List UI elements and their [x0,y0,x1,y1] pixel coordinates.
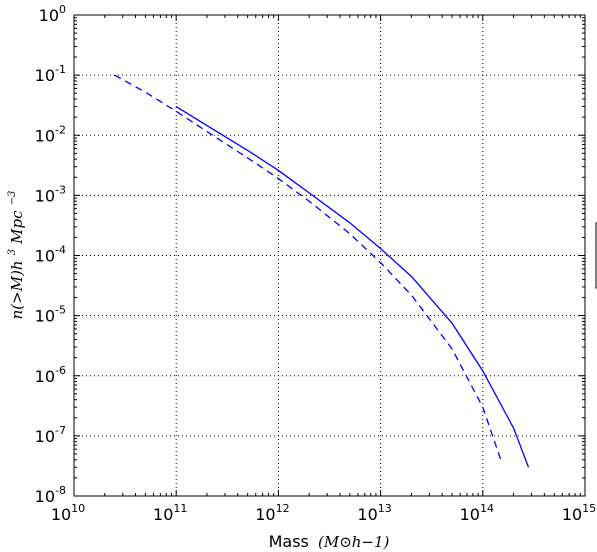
y-tick-label-base: 10 [39,6,59,25]
x-axis-label-unit: (M⊙h−1) [318,533,390,551]
y-tick-label-exp: -6 [55,364,66,377]
y-tick-label-exp: -3 [55,183,66,196]
x-tick-label: 1015 [562,502,596,524]
y-tick-label-base: 10 [35,307,55,326]
y-tick-label-base: 10 [35,487,55,506]
y-tick-label: 10-7 [35,424,66,446]
x-tick-label-base: 10 [357,505,377,524]
y-tick-label: 10-3 [35,183,66,205]
x-axis-label-text: Mass [269,532,309,551]
y-tick-label-exp: 0 [59,3,66,16]
x-tick-label: 1014 [460,502,494,524]
y-tick-label: 10-2 [35,123,66,145]
x-tick-label-exp: 15 [582,502,596,515]
grid-lines [74,15,585,496]
series-line-dashed [114,74,502,461]
x-tick-label-exp: 13 [378,502,392,515]
x-tick-label-base: 10 [562,505,582,524]
x-tick-label-base: 10 [153,505,173,524]
x-tick-label-exp: 10 [71,502,85,515]
series-layer [114,74,530,468]
y-tick-label-exp: -4 [55,244,66,257]
y-tick-label-base: 10 [35,367,55,386]
tick-labels: 1010 1011 1012 1013 1014 101510010-110-210-31… [35,3,597,524]
y-tick-label: 10-8 [35,484,66,506]
y-axis-label-sup2: −3 [7,191,18,206]
y-tick-label-exp: -7 [55,424,66,437]
y-tick-label-base: 10 [35,126,55,145]
x-tick-label: 1010 [51,502,85,524]
tick-marks [73,14,586,497]
y-tick-label-exp: -1 [55,63,66,76]
y-tick-label-base: 10 [35,247,55,266]
y-tick-label: 10-5 [35,304,66,326]
x-axis-label: Mass (M⊙h−1) [269,532,390,551]
y-tick-label: 10-1 [35,63,66,85]
x-tick-label-exp: 12 [276,502,290,515]
y-tick-label-base: 10 [35,186,55,205]
y-tick-label-exp: -2 [55,123,66,136]
y-tick-label: 100 [39,3,66,25]
x-tick-label: 1013 [357,502,391,524]
x-tick-label-base: 10 [460,505,480,524]
series-line-solid [175,106,530,468]
x-tick-label: 1012 [255,502,289,524]
x-tick-label-base: 10 [51,505,71,524]
x-tick-label-exp: 11 [173,502,187,515]
y-tick-label: 10-6 [35,364,66,386]
y-axis-label-unit: Mpc [8,210,26,245]
x-tick-label-exp: 14 [480,502,494,515]
y-tick-label-base: 10 [35,66,55,85]
x-tick-label: 1011 [153,502,187,524]
y-tick-label: 10-4 [35,244,66,266]
y-axis-label-sup: 3 [7,249,18,255]
y-axis-label-base: n(>M)h [8,260,26,319]
y-tick-label-exp: -5 [55,304,66,317]
y-tick-label-exp: -8 [55,484,66,497]
x-tick-label-base: 10 [255,505,275,524]
y-tick-label-base: 10 [35,427,55,446]
y-axis-label: n(>M)h 3 Mpc −3 [0,191,26,320]
